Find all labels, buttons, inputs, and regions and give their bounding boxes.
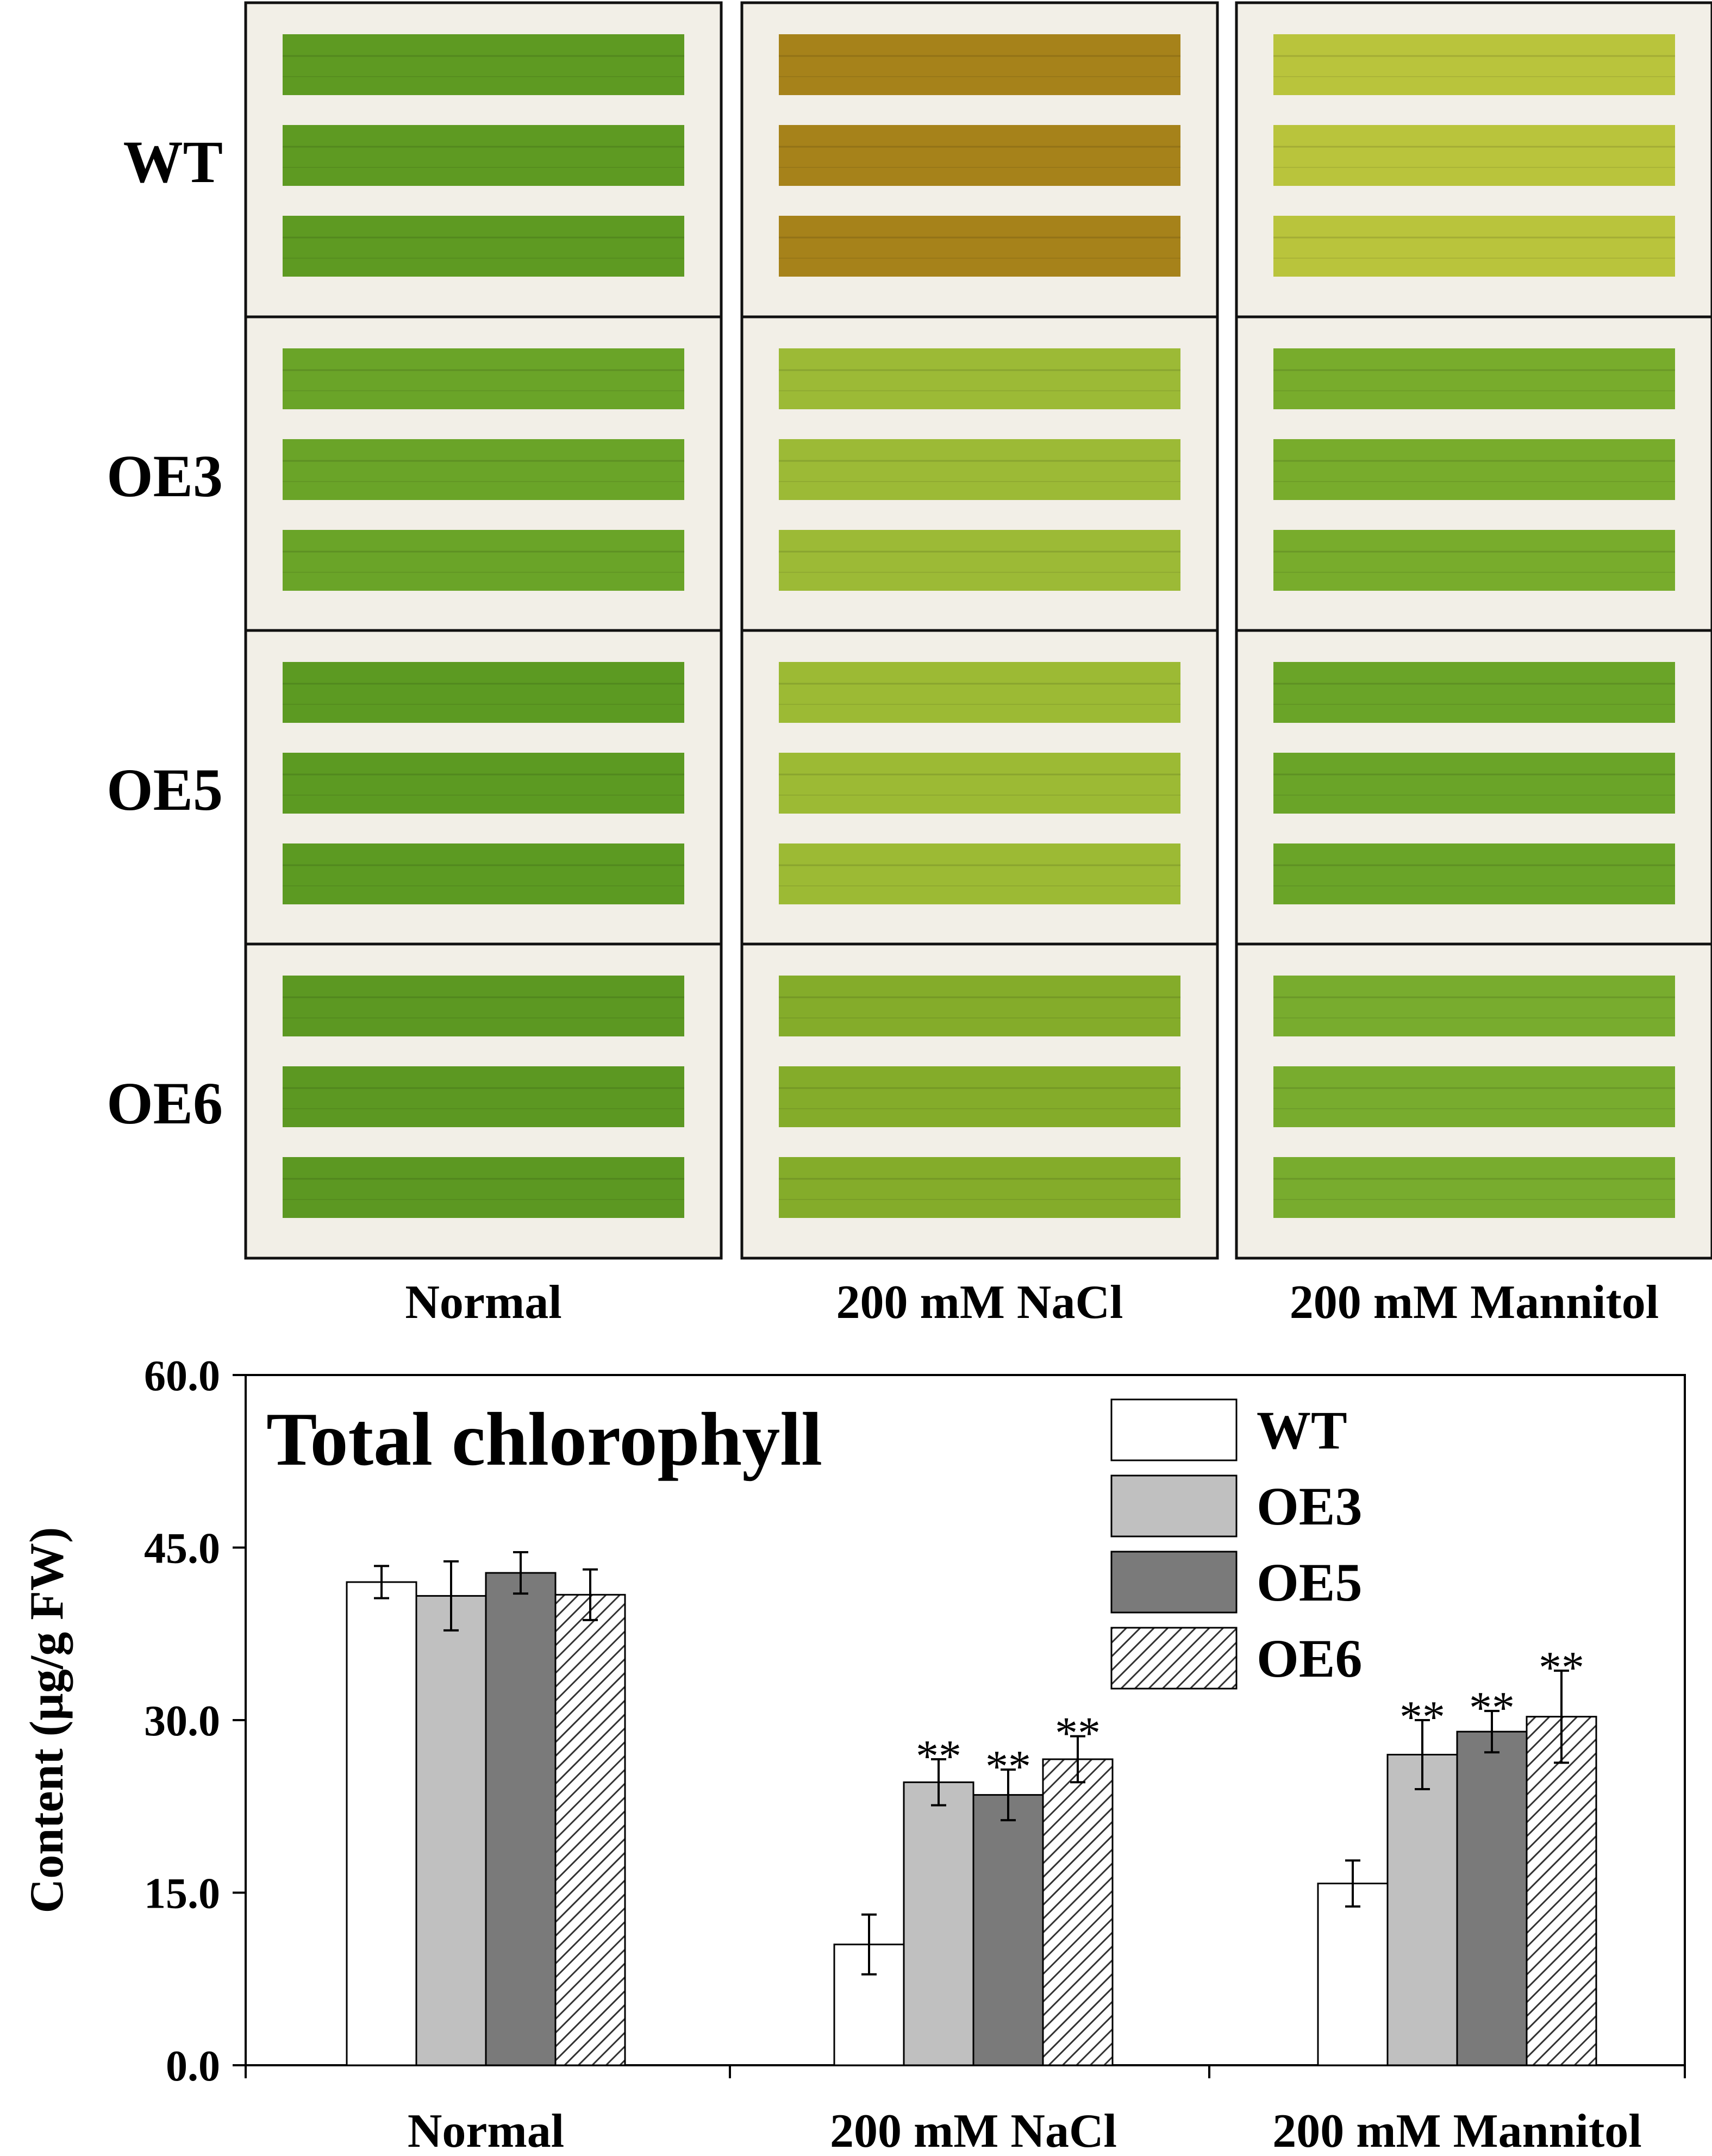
bar-oe5 — [972, 1794, 1044, 2066]
bar-oe6 — [554, 1593, 626, 2066]
leaf-strip — [1273, 216, 1675, 277]
leaf-strip — [1273, 439, 1675, 500]
bar-wt — [1317, 1883, 1389, 2066]
significance-marker: ** — [916, 1731, 961, 1782]
leaf-strip — [1273, 530, 1675, 591]
y-tick-label: 30.0 — [144, 1697, 220, 1745]
significance-markers: ** ** ** ** ** ** — [916, 1642, 1584, 1792]
row-label-oe6: OE6 — [107, 1070, 223, 1136]
bar-oe3 — [415, 1595, 487, 2066]
legend-swatch-oe3 — [1110, 1474, 1238, 1538]
chlorophyll-bar-chart: 0.0 15.0 30.0 45.0 60.0 Normal 200 mM NaCl 200… — [21, 1352, 1686, 2156]
y-tick-label: 15.0 — [144, 1870, 220, 1918]
row-label-oe3: OE3 — [107, 443, 223, 509]
y-axis-label: Content (µg/g FW) — [21, 1527, 73, 1914]
leaf-strip — [779, 216, 1180, 277]
leaf-strip — [779, 662, 1180, 723]
legend-swatch-oe5 — [1110, 1551, 1238, 1614]
leaf-strip — [283, 753, 684, 814]
leaf-strip — [779, 976, 1180, 1036]
x-tick-label: Normal — [408, 2105, 564, 2156]
legend: WT OE3 OE5 OE6 — [1110, 1398, 1362, 1690]
leaf-strip — [283, 976, 684, 1036]
legend-swatch-oe6 — [1110, 1627, 1238, 1690]
leaf-strip — [779, 439, 1180, 500]
leaf-strip — [779, 843, 1180, 904]
significance-marker: ** — [1469, 1683, 1515, 1733]
leaf-strip — [779, 1157, 1180, 1218]
photo-column-label: 200 mM NaCl — [836, 1276, 1123, 1329]
leaf-strip — [283, 1157, 684, 1218]
leaf-strip — [283, 34, 684, 95]
significance-marker: ** — [985, 1741, 1031, 1792]
leaf-strip — [1273, 976, 1675, 1036]
legend-label-oe6: OE6 — [1257, 1628, 1362, 1689]
y-tick-label: 0.0 — [166, 2042, 220, 2090]
bar-oe6 — [1042, 1758, 1114, 2066]
y-tick-label: 60.0 — [144, 1352, 220, 1400]
bar-oe5 — [1456, 1730, 1528, 2066]
bar-oe6 — [1526, 1716, 1597, 2066]
x-tick-label: 200 mM NaCl — [830, 2105, 1117, 2156]
leaf-strip — [1273, 34, 1675, 95]
bar-oe5 — [485, 1572, 557, 2066]
photo-column-label: 200 mM Mannitol — [1290, 1276, 1659, 1329]
leaf-strip — [779, 1066, 1180, 1127]
leaf-strip — [779, 753, 1180, 814]
genotype-row-labels: WT OE3 OE5 OE6 — [107, 129, 223, 1136]
photo-column-label: Normal — [405, 1276, 561, 1329]
legend-label-oe3: OE3 — [1257, 1476, 1362, 1536]
leaf-strip — [283, 843, 684, 904]
bar-oe3 — [1386, 1754, 1458, 2066]
treatment-column-labels: Normal 200 mM NaCl 200 mM Mannitol — [405, 1276, 1659, 1329]
significance-marker: ** — [1539, 1642, 1584, 1693]
leaf-strip — [1273, 1066, 1675, 1127]
legend-swatch-wt — [1110, 1398, 1238, 1461]
error-bars-group — [374, 1551, 1569, 1976]
significance-marker: ** — [1399, 1692, 1445, 1742]
bars-group — [346, 1572, 1597, 2066]
chart-title: Total chlorophyll — [266, 1397, 822, 1482]
row-label-oe5: OE5 — [107, 757, 223, 823]
leaf-strip — [283, 530, 684, 591]
leaf-strip — [283, 439, 684, 500]
bar-oe3 — [903, 1781, 974, 2066]
row-label-wt: WT — [123, 129, 223, 195]
leaf-strip — [283, 1066, 684, 1127]
y-tick-label: 45.0 — [144, 1525, 220, 1573]
leaf-strip — [1273, 843, 1675, 904]
x-tick-label: 200 mM Mannitol — [1272, 2105, 1642, 2156]
leaf-strip — [779, 348, 1180, 409]
leaf-strip — [283, 662, 684, 723]
leaf-strip — [1273, 348, 1675, 409]
leaf-strip — [283, 125, 684, 186]
legend-label-wt: WT — [1257, 1400, 1347, 1460]
leaf-strip — [1273, 125, 1675, 186]
leaf-strip — [283, 216, 684, 277]
leaf-strip — [283, 348, 684, 409]
significance-marker: ** — [1055, 1708, 1101, 1759]
leaf-strip — [779, 125, 1180, 186]
leaf-strip — [1273, 662, 1675, 723]
legend-label-oe5: OE5 — [1257, 1552, 1362, 1613]
leaf-strip — [1273, 1157, 1675, 1218]
bar-wt — [346, 1581, 417, 2066]
leaf-photo-panel — [244, 1, 1712, 1260]
leaf-strip — [1273, 753, 1675, 814]
y-axis: 0.0 15.0 30.0 45.0 60.0 — [144, 1352, 246, 2090]
leaf-strip — [779, 34, 1180, 95]
x-axis: Normal 200 mM NaCl 200 mM Mannitol — [245, 2065, 1686, 2156]
leaf-strip — [779, 530, 1180, 591]
